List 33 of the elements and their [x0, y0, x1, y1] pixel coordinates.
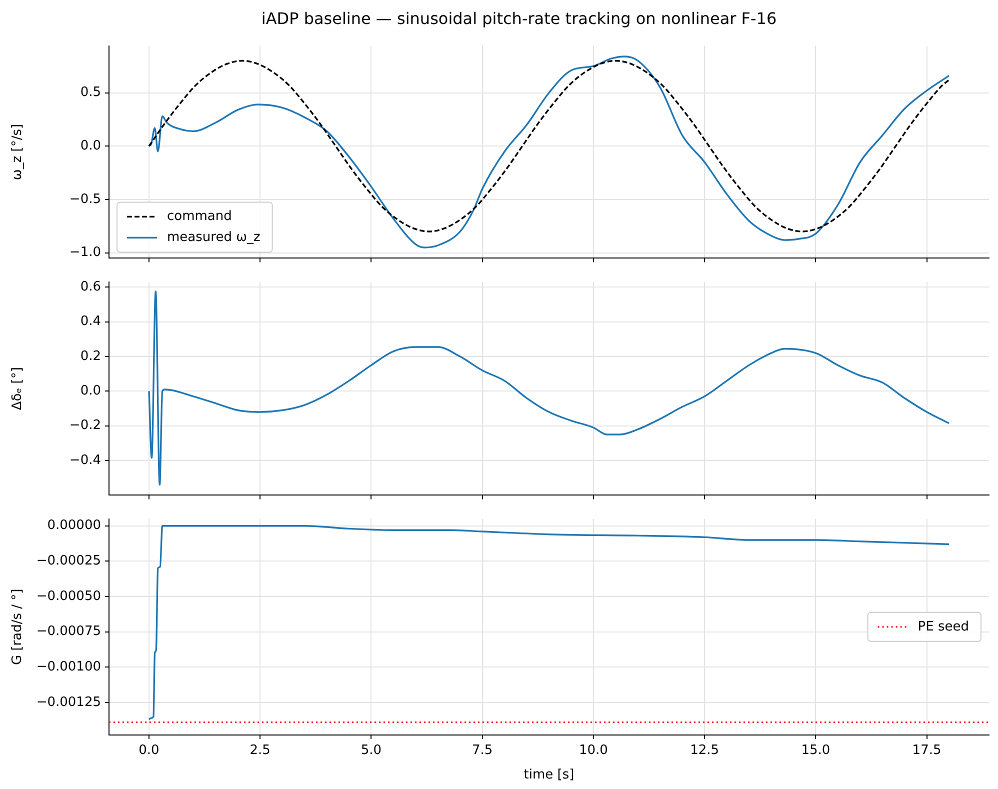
y-tick-label: 0.0: [80, 138, 101, 154]
line-series: [148, 290, 950, 486]
y-tick-label: −0.00025: [36, 554, 101, 569]
x-tick-label: 10.0: [578, 743, 608, 758]
legend-label: PE seed: [918, 619, 970, 634]
y-tick-label: 0.6: [80, 280, 101, 295]
y-tick-label: 0.00000: [47, 518, 101, 534]
x-tick-label: 17.5: [912, 743, 942, 758]
y-tick-label: −0.5: [69, 192, 101, 207]
y-tick-label: 0.4: [80, 314, 101, 330]
y-tick-label: −1.0: [69, 245, 101, 260]
x-tick-label: 7.5: [472, 743, 493, 758]
y-tick-label: −0.00075: [36, 624, 101, 640]
legend-label: measured ω_z: [167, 230, 260, 246]
legend-label: command: [167, 209, 232, 224]
y-tick-label: 0.0: [80, 384, 101, 399]
y-tick-label: −0.4: [69, 452, 101, 468]
x-tick-label: 15.0: [801, 743, 830, 758]
y-tick-label: −0.00100: [36, 660, 101, 675]
y-tick-label: −0.2: [69, 418, 101, 434]
x-tick-label: 2.5: [250, 743, 270, 758]
x-tick-label: 5.0: [360, 743, 382, 758]
y-tick-label: 0.2: [80, 348, 101, 364]
x-axis-title: time [s]: [524, 768, 574, 783]
y-axis-title: G [rad/s / °]: [10, 588, 26, 666]
y-tick-label: −0.00050: [36, 588, 101, 604]
y-tick-label: −0.00125: [36, 694, 101, 710]
y-axis-title: Δδₑ [°]: [10, 367, 26, 410]
x-tick-label: 12.5: [690, 743, 720, 758]
y-tick-label: 0.5: [80, 85, 101, 100]
chart-title: iADP baseline — sinusoidal pitch-rate tracking on nonlinear F-16: [260, 8, 778, 30]
y-axis-title: ω_z [°/s]: [10, 124, 26, 180]
x-tick-label: 0.0: [138, 743, 160, 758]
